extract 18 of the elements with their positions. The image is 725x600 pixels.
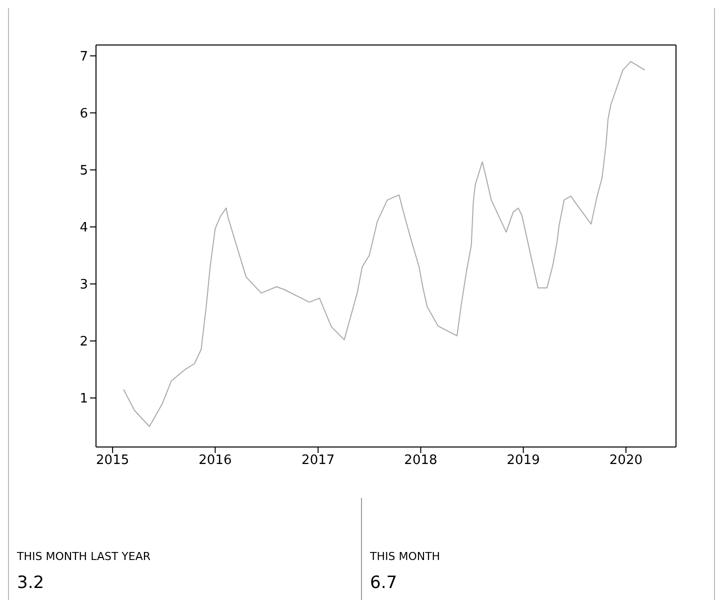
text: THIS MONTH — [370, 550, 442, 563]
y-tick-label: 4 — [80, 220, 88, 236]
y-tick-label: 7 — [80, 49, 88, 64]
x-tick-label: 2020 — [609, 453, 643, 468]
y-tick-label: 1 — [80, 392, 88, 407]
y-tick-label: 5 — [80, 163, 88, 178]
text: 6.7 — [370, 573, 398, 593]
line-series — [123, 61, 646, 427]
y-tick-label: 3 — [80, 278, 88, 293]
y-tick-label: 2 — [80, 334, 88, 350]
x-tick-label: 2015 — [96, 453, 130, 468]
x-tick-label: 2017 — [302, 453, 335, 468]
text: 3.2 — [17, 573, 46, 593]
x-tick-label: 2016 — [198, 453, 232, 468]
x-tick-label: 2018 — [404, 453, 438, 468]
text: THIS MONTH LAST YEAR — [17, 550, 152, 563]
x-tick-label: 2019 — [506, 453, 540, 468]
y-tick-label: 6 — [80, 106, 88, 122]
